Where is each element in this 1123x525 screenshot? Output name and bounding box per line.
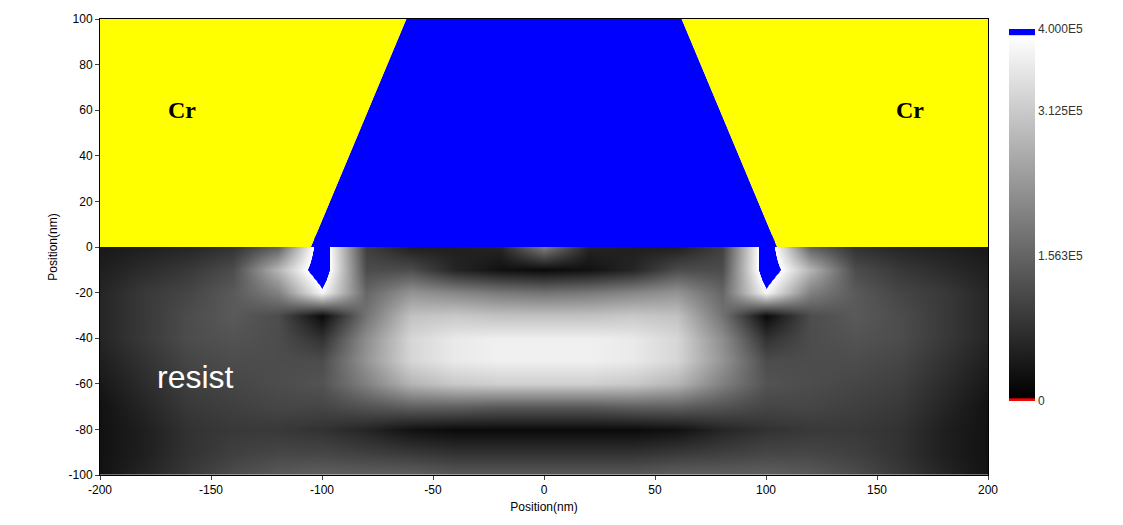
svg-text:0: 0 [86, 240, 93, 254]
svg-text:Cr: Cr [168, 97, 196, 123]
svg-text:-40: -40 [75, 331, 93, 345]
svg-text:-100: -100 [310, 483, 334, 497]
svg-text:0: 0 [541, 483, 548, 497]
svg-text:3.125E5: 3.125E5 [1038, 104, 1083, 118]
svg-text:-60: -60 [75, 377, 93, 391]
svg-text:Cr: Cr [896, 97, 924, 123]
svg-text:Position(nm): Position(nm) [510, 500, 577, 514]
svg-text:4.000E5: 4.000E5 [1038, 22, 1083, 36]
svg-text:200: 200 [978, 483, 998, 497]
svg-text:60: 60 [79, 103, 93, 117]
svg-text:20: 20 [79, 195, 93, 209]
svg-text:-150: -150 [199, 483, 223, 497]
svg-text:1.563E5: 1.563E5 [1038, 249, 1083, 263]
svg-text:50: 50 [648, 483, 662, 497]
svg-text:-20: -20 [75, 286, 93, 300]
svg-text:-100: -100 [69, 468, 93, 482]
svg-text:100: 100 [73, 12, 93, 26]
svg-text:-80: -80 [75, 423, 93, 437]
svg-text:150: 150 [867, 483, 887, 497]
svg-text:80: 80 [79, 58, 93, 72]
svg-text:-50: -50 [424, 483, 442, 497]
svg-text:Position(nm): Position(nm) [46, 213, 60, 280]
svg-text:100: 100 [756, 483, 776, 497]
svg-text:40: 40 [79, 149, 93, 163]
svg-text:-200: -200 [88, 483, 112, 497]
svg-text:resist: resist [157, 359, 234, 395]
svg-text:0: 0 [1038, 394, 1045, 408]
